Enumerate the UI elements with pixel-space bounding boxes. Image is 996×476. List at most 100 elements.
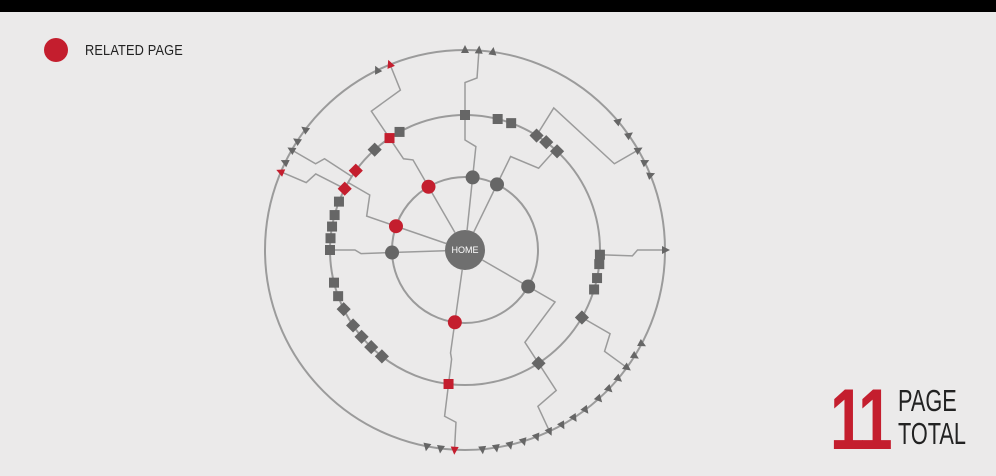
page-node[interactable] bbox=[474, 45, 483, 54]
page-node[interactable] bbox=[280, 160, 290, 168]
page-node[interactable] bbox=[333, 196, 344, 207]
related-page-dot-icon bbox=[44, 38, 68, 62]
spoke bbox=[473, 184, 498, 233]
page-node[interactable] bbox=[593, 393, 603, 403]
page-node[interactable] bbox=[423, 442, 432, 452]
page-total-words: PAGE TOTAL bbox=[898, 384, 995, 450]
page-node[interactable] bbox=[544, 426, 552, 436]
connector bbox=[496, 149, 556, 185]
spoke bbox=[466, 177, 474, 231]
connector bbox=[535, 106, 639, 165]
page-node[interactable] bbox=[594, 259, 605, 270]
page-node[interactable] bbox=[346, 318, 361, 333]
page-node[interactable] bbox=[385, 245, 400, 260]
top-bar bbox=[0, 0, 996, 12]
page-node[interactable] bbox=[325, 245, 335, 255]
page-node[interactable] bbox=[329, 210, 340, 221]
page-node[interactable] bbox=[325, 233, 336, 244]
page-node[interactable] bbox=[367, 142, 382, 157]
spoke bbox=[427, 186, 456, 234]
page-node[interactable] bbox=[531, 356, 546, 371]
page-node[interactable] bbox=[518, 437, 527, 447]
page-node[interactable] bbox=[662, 246, 670, 254]
page-total-number: 11 bbox=[830, 372, 893, 468]
connector bbox=[599, 249, 665, 257]
page-node[interactable] bbox=[592, 273, 603, 284]
page-node[interactable] bbox=[287, 147, 297, 155]
page-node[interactable] bbox=[589, 284, 600, 295]
page-node[interactable] bbox=[488, 46, 497, 56]
page-node[interactable] bbox=[594, 249, 605, 260]
related-page-node[interactable] bbox=[384, 133, 395, 144]
page-node[interactable] bbox=[465, 170, 480, 185]
related-page-node[interactable] bbox=[450, 446, 459, 455]
page-node[interactable] bbox=[603, 383, 613, 393]
home-node[interactable]: HOME bbox=[445, 230, 485, 270]
home-label: HOME bbox=[452, 245, 479, 255]
page-node[interactable] bbox=[461, 45, 469, 53]
page-node[interactable] bbox=[491, 443, 500, 453]
page-node[interactable] bbox=[637, 338, 647, 347]
page-node[interactable] bbox=[574, 310, 589, 325]
page-node[interactable] bbox=[460, 110, 470, 120]
page-node[interactable] bbox=[374, 349, 389, 364]
connector bbox=[523, 285, 557, 364]
spoke bbox=[395, 225, 447, 245]
page-node[interactable] bbox=[492, 114, 503, 125]
page-node[interactable] bbox=[529, 128, 544, 143]
page-node[interactable] bbox=[613, 373, 623, 382]
page-node[interactable] bbox=[622, 362, 631, 371]
page-node[interactable] bbox=[633, 147, 643, 155]
connector bbox=[464, 115, 477, 178]
home-circle[interactable] bbox=[445, 230, 485, 270]
connector bbox=[280, 171, 346, 190]
page-node[interactable] bbox=[613, 118, 623, 127]
page-node[interactable] bbox=[354, 329, 369, 344]
spoke bbox=[392, 249, 446, 254]
page-node[interactable] bbox=[531, 432, 540, 442]
page-node[interactable] bbox=[301, 126, 311, 135]
related-page-node[interactable] bbox=[421, 179, 436, 194]
connector bbox=[370, 64, 402, 139]
page-node[interactable] bbox=[557, 420, 565, 430]
related-page-node[interactable] bbox=[348, 163, 363, 178]
connector bbox=[447, 322, 456, 385]
related-page-node[interactable] bbox=[443, 378, 454, 389]
page-node[interactable] bbox=[394, 126, 405, 137]
page-node[interactable] bbox=[624, 132, 633, 141]
page-node[interactable] bbox=[629, 351, 639, 359]
related-page-node[interactable] bbox=[276, 169, 286, 177]
related-page-node[interactable] bbox=[447, 315, 462, 330]
related-page-node[interactable] bbox=[388, 219, 403, 234]
page-node[interactable] bbox=[329, 277, 340, 288]
connector bbox=[291, 149, 353, 178]
page-node[interactable] bbox=[364, 340, 379, 355]
connector bbox=[443, 383, 457, 450]
page-node[interactable] bbox=[549, 144, 565, 159]
related-page-node[interactable] bbox=[337, 181, 352, 196]
nodes bbox=[276, 45, 670, 455]
page-node[interactable] bbox=[490, 177, 505, 192]
page-node[interactable] bbox=[505, 441, 514, 450]
page-node[interactable] bbox=[478, 445, 487, 455]
page-node[interactable] bbox=[580, 404, 589, 414]
page-node[interactable] bbox=[375, 65, 383, 75]
page-total-line2: TOTAL bbox=[898, 416, 966, 451]
page-node[interactable] bbox=[336, 302, 351, 317]
related-page-node[interactable] bbox=[387, 59, 395, 69]
page-node[interactable] bbox=[568, 413, 577, 422]
spoke bbox=[454, 269, 463, 323]
spoke bbox=[481, 259, 529, 288]
page-node[interactable] bbox=[437, 445, 445, 454]
page-node[interactable] bbox=[640, 160, 650, 168]
edges bbox=[280, 50, 665, 450]
page-node[interactable] bbox=[327, 221, 338, 232]
connector bbox=[347, 181, 397, 227]
page-node[interactable] bbox=[646, 172, 656, 180]
connector bbox=[330, 249, 393, 255]
page-node[interactable] bbox=[521, 279, 536, 294]
page-node[interactable] bbox=[539, 135, 554, 150]
page-node[interactable] bbox=[333, 291, 344, 302]
page-node[interactable] bbox=[506, 118, 517, 129]
page-node[interactable] bbox=[293, 138, 302, 147]
